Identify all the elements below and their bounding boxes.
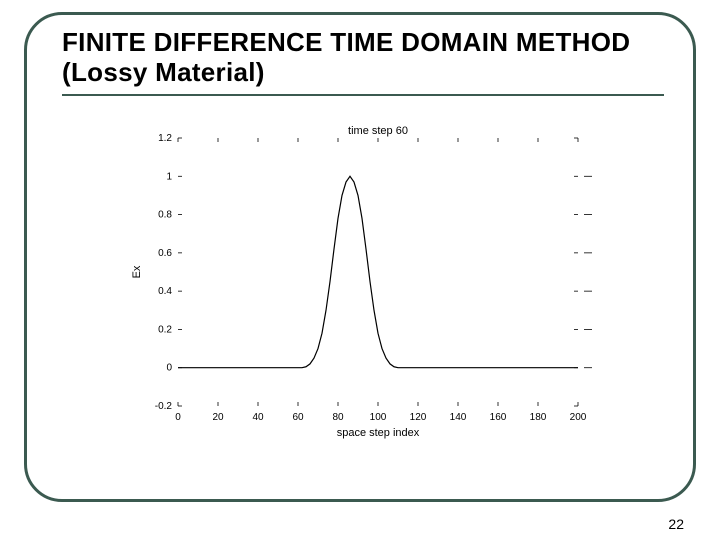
svg-text:180: 180 — [530, 412, 547, 423]
y-axis-ticks: -0.2 0 0.2 0.4 0.6 0.8 1 1.2 — [155, 133, 592, 412]
svg-text:1: 1 — [166, 171, 172, 182]
svg-text:40: 40 — [252, 412, 264, 423]
svg-text:20: 20 — [212, 412, 224, 423]
svg-text:200: 200 — [570, 412, 587, 423]
svg-text:0.2: 0.2 — [158, 324, 172, 335]
chart-series-line — [178, 176, 578, 367]
chart-title: time step 60 — [348, 125, 408, 137]
svg-text:0: 0 — [175, 412, 181, 423]
title-block: FINITE DIFFERENCE TIME DOMAIN METHOD (Lo… — [62, 28, 664, 104]
slide-title: FINITE DIFFERENCE TIME DOMAIN METHOD (Lo… — [62, 28, 664, 88]
chart-container: time step 60 -0.200.20.40.60.811.2 02040… — [120, 120, 600, 450]
svg-text:100: 100 — [370, 412, 387, 423]
page-number: 22 — [668, 516, 684, 532]
svg-text:0.4: 0.4 — [158, 286, 172, 297]
svg-text:120: 120 — [410, 412, 427, 423]
svg-text:1.2: 1.2 — [158, 133, 172, 144]
svg-text:160: 160 — [490, 412, 507, 423]
svg-text:140: 140 — [450, 412, 467, 423]
title-underline — [62, 94, 664, 96]
y-axis-label: Ex — [131, 265, 143, 278]
svg-text:60: 60 — [292, 412, 304, 423]
svg-text:-0.2: -0.2 — [155, 401, 173, 412]
svg-text:0: 0 — [166, 363, 172, 374]
svg-text:0.6: 0.6 — [158, 248, 172, 259]
x-axis-label: space step index — [337, 427, 420, 439]
svg-text:0.8: 0.8 — [158, 210, 172, 221]
svg-text:80: 80 — [332, 412, 344, 423]
x-axis-ticks: 0 20 40 60 80 100 120 140 160 180 200 — [175, 138, 587, 423]
chart-svg: time step 60 -0.200.20.40.60.811.2 02040… — [120, 120, 600, 450]
